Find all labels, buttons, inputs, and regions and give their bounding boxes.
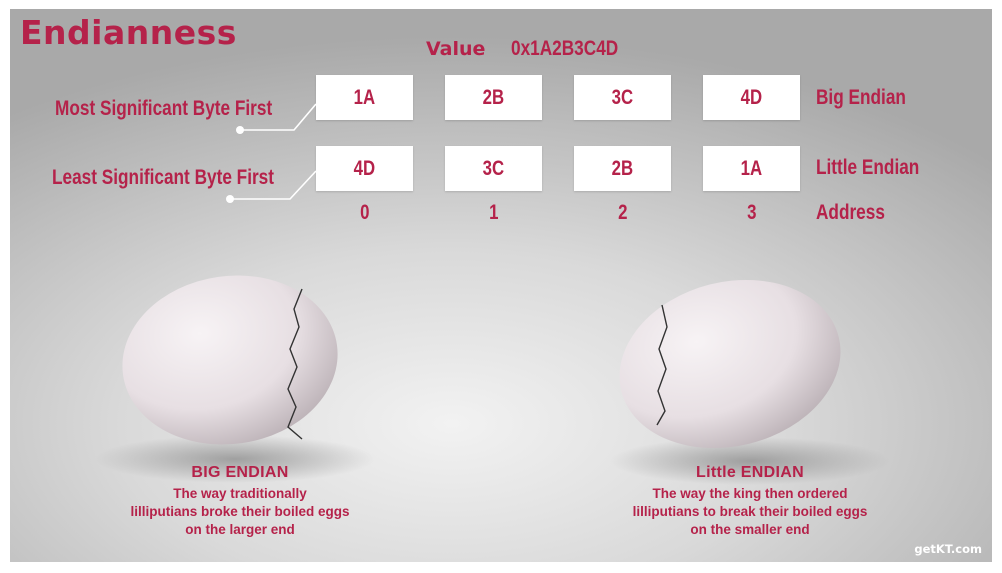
row-label-lsb: Least Significant Byte First: [52, 166, 275, 189]
connector-msb: [236, 103, 317, 134]
address-3: 3: [746, 201, 757, 224]
value-text: 0x1A2B3C4D: [511, 37, 619, 60]
page-title: Endianness: [20, 13, 237, 52]
byte-box-little-1: 3C: [445, 146, 542, 191]
byte-box-little-0: 4D: [316, 146, 413, 191]
big-endian-label: Big Endian: [816, 86, 906, 109]
big-endian-desc-line: on the larger end: [185, 522, 295, 537]
value-line: Value 0x1A2B3C4D: [426, 37, 642, 61]
byte-box-little-3: 1A: [703, 146, 800, 191]
byte-box-big-1: 2B: [445, 75, 542, 120]
little-endian-caption: Little ENDIAN The way the king then orde…: [590, 464, 910, 539]
byte-box-big-0: 1A: [316, 75, 413, 120]
illustration-layer: [95, 103, 890, 485]
big-endian-desc-line: The way traditionally: [173, 486, 307, 501]
address-0: 0: [359, 201, 370, 224]
crack-line-right: [656, 304, 668, 426]
little-endian-label: Little Endian: [816, 156, 920, 179]
little-endian-desc-line: lilliputians to break their boiled eggs: [632, 504, 868, 519]
little-endian-desc-line: on the smaller end: [690, 522, 810, 537]
big-endian-heading: BIG ENDIAN: [191, 464, 289, 481]
address-1: 1: [488, 201, 499, 224]
egg-little-end: [610, 279, 890, 485]
byte-box-little-2: 2B: [574, 146, 671, 191]
big-endian-caption: BIG ENDIAN The way traditionally lillipu…: [90, 464, 390, 539]
address-label: Address: [816, 201, 885, 224]
address-2: 2: [617, 201, 628, 224]
byte-box-big-3: 4D: [703, 75, 800, 120]
little-endian-heading: Little ENDIAN: [696, 464, 804, 481]
egg-big-end: [95, 275, 375, 483]
byte-box-big-2: 3C: [574, 75, 671, 120]
little-endian-desc-line: The way the king then ordered: [652, 486, 848, 501]
big-endian-desc-line: lilliputians broke their boiled eggs: [130, 504, 350, 519]
watermark: getKT.com: [914, 542, 982, 556]
connector-lsb: [226, 170, 317, 203]
value-label: Value: [426, 38, 486, 60]
diagram-canvas: Endianness Value 0x1A2B3C4D Most Signifi…: [10, 9, 992, 562]
row-label-msb: Most Significant Byte First: [55, 97, 273, 120]
crack-line-left: [287, 288, 303, 440]
